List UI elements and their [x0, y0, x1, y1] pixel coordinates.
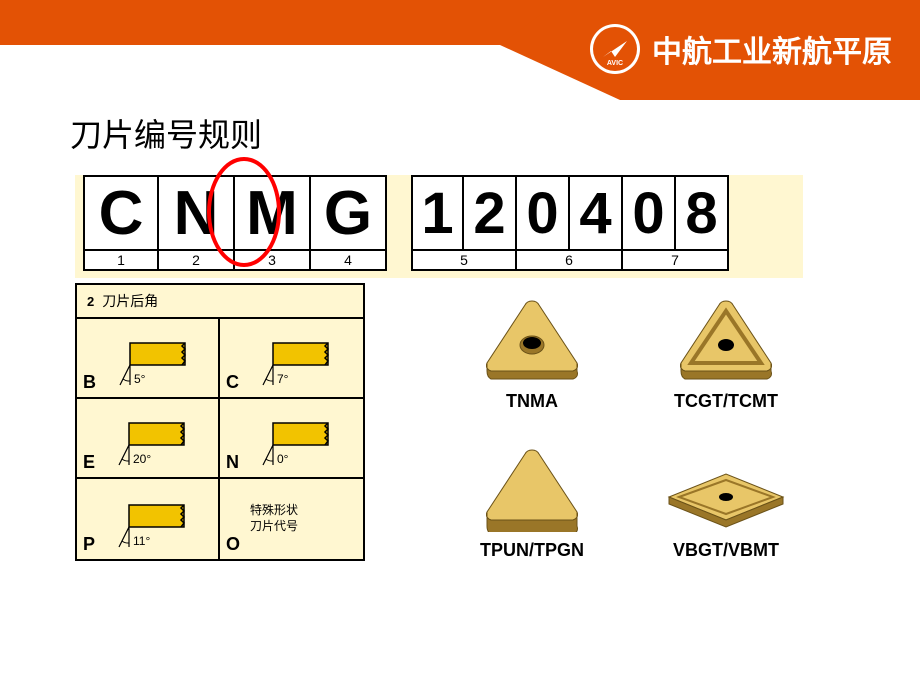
angle-cell: N 0° — [220, 399, 363, 479]
angle-cell: E 20° — [77, 399, 220, 479]
svg-text:11°: 11° — [133, 534, 150, 548]
insert-label: VBGT/VBMT — [673, 540, 779, 561]
code-position-num: 2 — [159, 249, 235, 271]
angle-header: 2 刀片后角 — [77, 285, 363, 319]
code-digit: 8 — [676, 175, 729, 249]
insert-label: TNMA — [506, 391, 558, 412]
angle-code-letter: B — [83, 372, 96, 393]
angle-code-letter: O — [226, 534, 240, 555]
brand-text: 中航工业新航平原 — [652, 27, 892, 71]
angle-cell: C 7° — [220, 319, 363, 399]
logo-circle: AVIC — [590, 24, 640, 74]
code-digit: 0 — [623, 175, 676, 249]
paper-plane-icon — [601, 39, 629, 59]
code-bar: CNMG 1234 120408 567 — [75, 175, 803, 278]
content-area: CNMG 1234 120408 567 2 刀片后角 B5°C7°E20°N0… — [75, 175, 803, 561]
insert-item: TPUN/TPGN — [455, 432, 609, 561]
insert-icon — [671, 293, 781, 383]
svg-text:0°: 0° — [277, 452, 289, 466]
code-position-num: 3 — [235, 249, 311, 271]
angle-code-letter: N — [226, 452, 239, 473]
relief-angle-icon: 5° — [100, 333, 190, 393]
angle-cell: P 11° — [77, 479, 220, 559]
relief-angle-icon: 20° — [99, 413, 189, 473]
code-position-num: 7 — [623, 249, 729, 271]
code-digit: 1 — [411, 175, 464, 249]
angle-header-num: 2 — [87, 294, 94, 309]
insert-icon — [661, 462, 791, 532]
insert-icon — [477, 293, 587, 383]
svg-text:7°: 7° — [277, 372, 289, 386]
insert-item: VBGT/VBMT — [649, 432, 803, 561]
code-letter: G — [311, 175, 387, 249]
angle-code-letter: E — [83, 452, 95, 473]
relief-angle-icon: 11° — [99, 495, 189, 555]
code-letter: C — [83, 175, 159, 249]
logo-wrap: AVIC 中航工业新航平原 — [590, 24, 892, 74]
code-digit: 4 — [570, 175, 623, 249]
angle-cell: O 特殊形状 刀片代号 — [220, 479, 363, 559]
insert-icon — [477, 442, 587, 532]
code-position-num: 4 — [311, 249, 387, 271]
svg-text:5°: 5° — [134, 372, 146, 386]
code-digit: 2 — [464, 175, 517, 249]
insert-item: TNMA — [455, 283, 609, 412]
inserts-area: TNMA TCGT/TCMT TPUN/TPGN VBGT/VBMT — [365, 283, 803, 561]
code-letter: M — [235, 175, 311, 249]
insert-item: TCGT/TCMT — [649, 283, 803, 412]
code-position-num: 6 — [517, 249, 623, 271]
insert-label: TPUN/TPGN — [480, 540, 584, 561]
angle-header-text: 刀片后角 — [102, 291, 158, 311]
angle-code-letter: C — [226, 372, 239, 393]
page-title: 刀片编号规则 — [70, 110, 262, 156]
code-block-right: 120408 567 — [411, 175, 729, 278]
code-position-num: 5 — [411, 249, 517, 271]
code-block-left: CNMG 1234 — [83, 175, 387, 278]
code-digit: 0 — [517, 175, 570, 249]
lower-area: 2 刀片后角 B5°C7°E20°N0°P11°O特殊形状 刀片代号 TNMAT… — [75, 283, 803, 561]
special-shape-text: 特殊形状 刀片代号 — [250, 503, 298, 534]
angle-cell: B 5° — [77, 319, 220, 399]
logo-text: AVIC — [607, 60, 623, 67]
code-letter: N — [159, 175, 235, 249]
relief-angle-icon: 7° — [243, 333, 333, 393]
logo-inner: AVIC — [593, 27, 637, 71]
insert-label: TCGT/TCMT — [674, 391, 778, 412]
angle-code-letter: P — [83, 534, 95, 555]
code-position-num: 1 — [83, 249, 159, 271]
relief-angle-icon: 0° — [243, 413, 333, 473]
angle-table: 2 刀片后角 B 5° C 7° E 20° N 0° P 11° O 特殊形状 刀片代号 — [75, 283, 365, 561]
svg-text:20°: 20° — [133, 452, 151, 466]
